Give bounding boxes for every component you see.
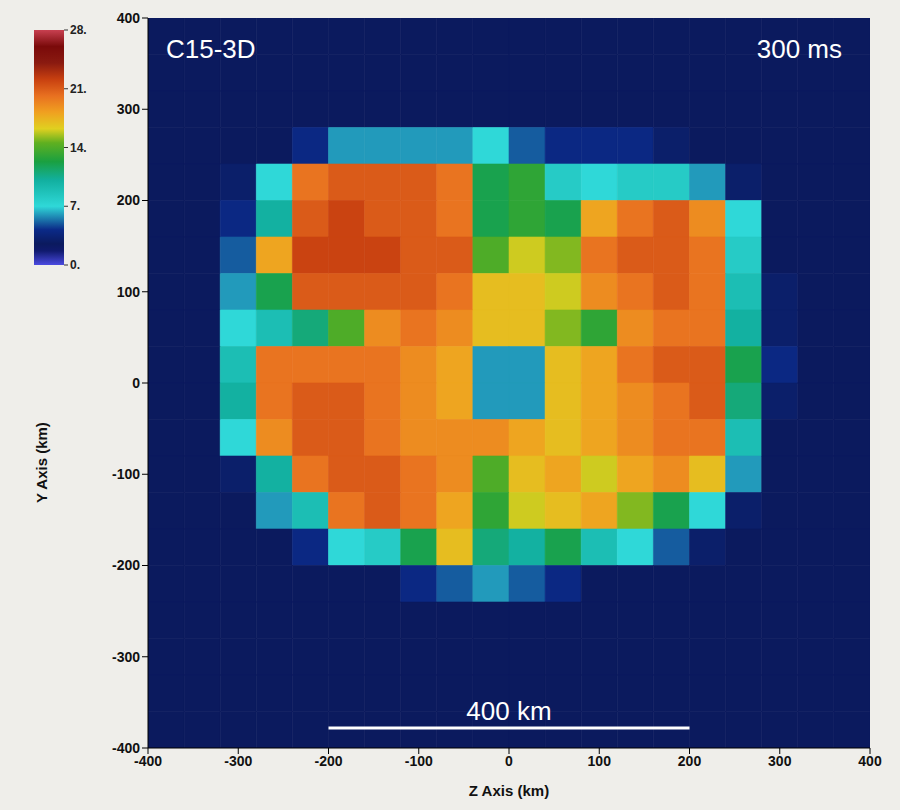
svg-text:100: 100 [117, 284, 141, 300]
svg-text:300: 300 [768, 753, 792, 769]
svg-text:-200: -200 [112, 557, 140, 573]
svg-text:-100: -100 [112, 466, 140, 482]
svg-text:200: 200 [678, 753, 702, 769]
svg-text:14.: 14. [70, 141, 87, 155]
svg-text:400: 400 [117, 10, 141, 26]
svg-text:400: 400 [858, 753, 882, 769]
svg-text:-400: -400 [112, 740, 140, 756]
svg-text:100: 100 [588, 753, 612, 769]
svg-text:-300: -300 [112, 649, 140, 665]
html-text:C15-3D: C15-3D [166, 34, 256, 64]
svg-text:Z Axis (km): Z Axis (km) [469, 782, 549, 799]
svg-text:Y Axis (km): Y Axis (km) [33, 422, 50, 503]
svg-text:-100: -100 [405, 753, 433, 769]
svg-text:21.: 21. [70, 82, 87, 96]
svg-text:-300: -300 [224, 753, 252, 769]
svg-text:28.: 28. [70, 23, 87, 37]
svg-text:0: 0 [132, 375, 140, 391]
svg-text:200: 200 [117, 192, 141, 208]
svg-text:0: 0 [505, 753, 513, 769]
svg-text:0.: 0. [70, 258, 80, 272]
html-text:300 ms: 300 ms [756, 34, 842, 64]
svg-text:7.: 7. [70, 199, 80, 213]
svg-text:300: 300 [117, 101, 141, 117]
svg-text:-200: -200 [314, 753, 342, 769]
svg-text:400 km: 400 km [466, 696, 551, 726]
svg-text:-400: -400 [134, 752, 162, 769]
